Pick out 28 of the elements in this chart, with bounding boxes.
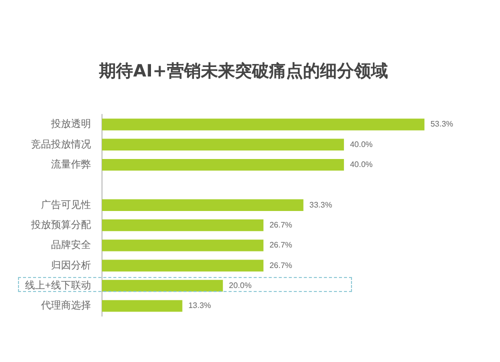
bar <box>102 158 344 171</box>
data-label: 26.7% <box>269 260 292 270</box>
chart-title: 期待AI+营销未来突破痛点的细分领域 <box>98 62 388 82</box>
y-tick-label: 投放预算分配 <box>30 219 91 232</box>
data-label: 26.7% <box>269 240 292 250</box>
data-label: 53.3% <box>430 120 454 129</box>
y-tick-label: 品牌安全 <box>50 239 91 252</box>
y-tick-label: 代理商选择 <box>40 300 91 312</box>
data-label: 33.3% <box>309 200 332 210</box>
bar <box>102 300 182 312</box>
data-label: 13.3% <box>188 301 212 310</box>
bar <box>102 118 424 130</box>
y-tick-label: 流量作弊 <box>50 158 91 171</box>
bar <box>102 280 223 292</box>
bar <box>102 260 264 272</box>
data-label: 40.0% <box>350 140 373 149</box>
y-tick-label: 归因分析 <box>50 259 91 272</box>
bar <box>102 219 264 232</box>
data-label: 40.0% <box>350 160 373 170</box>
bar <box>102 240 264 252</box>
data-label: 26.7% <box>269 220 292 230</box>
y-tick-label: 线上+线下联动 <box>24 280 91 292</box>
bar <box>102 138 344 150</box>
y-tick-label: 竞品投放情况 <box>30 138 91 150</box>
y-tick-label: 广告可见性 <box>40 198 91 211</box>
data-label: 20.0% <box>228 280 252 290</box>
y-tick-label: 投放透明 <box>50 118 91 130</box>
bar <box>102 199 304 211</box>
